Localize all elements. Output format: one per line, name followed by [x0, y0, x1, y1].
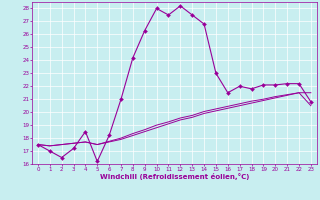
X-axis label: Windchill (Refroidissement éolien,°C): Windchill (Refroidissement éolien,°C) [100, 173, 249, 180]
